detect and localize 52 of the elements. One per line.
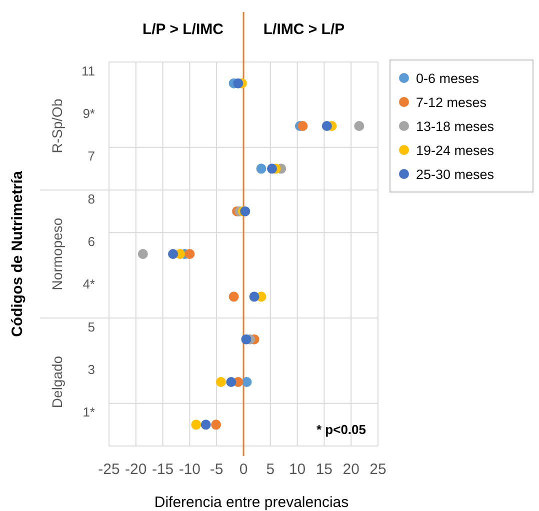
legend-label: 7-12 meses (416, 95, 487, 110)
y-tick-label: 7 (88, 148, 95, 164)
point (216, 377, 226, 387)
point (298, 121, 308, 131)
y-tick-label: 4* (82, 276, 95, 292)
x-tick-label: 0 (239, 461, 248, 478)
legend-label: 19-24 meses (416, 143, 494, 158)
point (211, 420, 222, 430)
x-tick-label: 20 (342, 461, 360, 478)
y-tick-label: 3 (88, 362, 95, 377)
x-tick-label: 25 (370, 461, 386, 478)
point (138, 249, 148, 259)
y-tick-label: 6 (88, 234, 95, 249)
legend-label: 0-6 meses (416, 71, 480, 86)
point (267, 164, 278, 174)
point (242, 377, 252, 387)
y-tick-label: 5 (88, 319, 95, 334)
point (240, 206, 250, 216)
x-tick-label: -20 (125, 461, 147, 478)
text: Delgado (49, 356, 65, 408)
y-tick-label: 9* (82, 106, 95, 121)
x-tick-label: -5 (210, 461, 224, 478)
point (241, 334, 252, 344)
legend-label: 25-30 meses (416, 167, 494, 182)
point (200, 420, 211, 430)
point (354, 121, 364, 131)
text: L/IMC > L/P (263, 21, 345, 38)
x-tick-label: -25 (98, 461, 120, 478)
legend-label: 13-18 meses (416, 119, 494, 134)
point (249, 292, 260, 302)
point (233, 78, 244, 88)
annotation: * p<0.05 (316, 422, 366, 437)
point (226, 377, 236, 387)
point (228, 292, 239, 302)
text: R-Sp/Ob (49, 98, 65, 154)
x-tick-label: 10 (288, 461, 306, 478)
x-tick-label: 5 (266, 461, 275, 478)
text: L/P > L/IMC (142, 21, 224, 38)
text: Normopeso (49, 218, 65, 290)
point (184, 249, 195, 259)
point (191, 420, 202, 430)
x-axis-title: Diferencia entre prevalencias (154, 494, 349, 511)
y-tick-label: 8 (88, 191, 95, 206)
x-tick-label: -15 (152, 461, 174, 478)
point (322, 121, 332, 131)
y-tick-label: 1* (82, 404, 95, 420)
y-tick-label: 11 (82, 63, 95, 78)
x-tick-label: 15 (316, 461, 333, 478)
x-tick-label: -10 (178, 461, 201, 478)
point (168, 249, 178, 259)
y-axis-title: Códigos de Nutrimetría (9, 170, 26, 337)
point (256, 164, 266, 174)
